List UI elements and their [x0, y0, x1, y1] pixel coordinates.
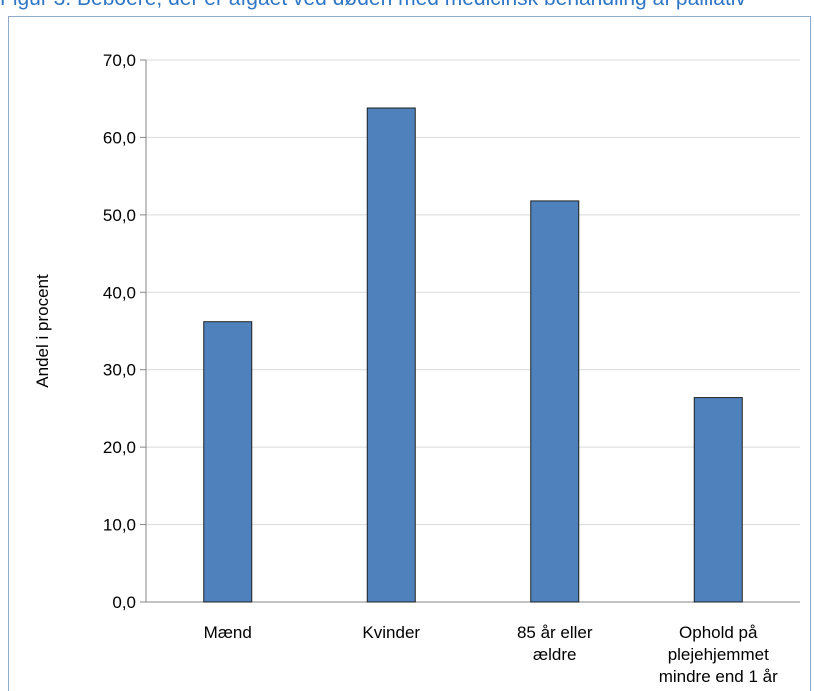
x-category-label: Kvinder [362, 623, 420, 642]
bar [530, 200, 580, 603]
y-tick-label: 70,0 [103, 51, 136, 70]
figure-caption-strip: Figur 3. Beboere, der er afgået ved døde… [0, 0, 814, 16]
gridlines [146, 59, 800, 526]
x-category-label: Ophold på plejehjemmet mindre end 1 år [659, 623, 778, 686]
x-category-label: Mænd [204, 623, 252, 642]
y-tick-label: 30,0 [103, 361, 136, 380]
y-tick-label: 60,0 [103, 128, 136, 147]
bar [693, 397, 743, 603]
axes [140, 59, 800, 603]
y-tick-label: 10,0 [103, 516, 136, 535]
bars [203, 107, 743, 603]
y-tick-label: 40,0 [103, 283, 136, 302]
bar [203, 321, 253, 603]
x-category-labels: Mænd Kvinder 85 år eller ældre Ophold på plej… [204, 623, 778, 686]
figure-caption: Figur 3. Beboere, der er afgået ved døde… [0, 0, 746, 11]
bar [366, 107, 416, 603]
y-tick-label: 0,0 [112, 593, 136, 612]
y-tick-label: 20,0 [103, 438, 136, 457]
y-tick-labels: 0,0 10,0 20,0 30,0 40,0 50,0 60,0 70,0 [103, 51, 136, 612]
y-axis-title: Andel i procent [33, 274, 52, 388]
x-category-label: 85 år eller ældre [517, 623, 593, 664]
y-tick-label: 50,0 [103, 206, 136, 225]
